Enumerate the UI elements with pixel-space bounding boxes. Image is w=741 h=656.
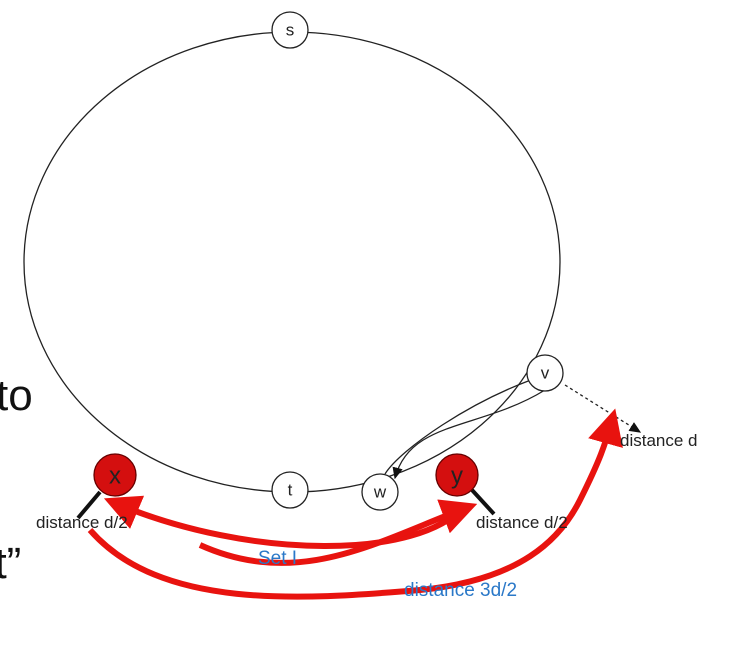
edge xyxy=(384,374,546,475)
label: Set I xyxy=(258,548,297,569)
dotted-edge xyxy=(564,384,642,433)
node-label: y xyxy=(451,462,463,489)
tick xyxy=(76,490,102,520)
tick xyxy=(470,488,496,516)
slide-text: to xyxy=(0,371,33,420)
label: distance d/2 xyxy=(476,513,568,532)
node-label: s xyxy=(286,20,295,39)
label: distance d/2 xyxy=(36,513,128,532)
node-label: x xyxy=(109,462,121,489)
red-arrow xyxy=(103,495,468,549)
node: x xyxy=(93,453,137,497)
node-label: w xyxy=(373,482,387,501)
node: w xyxy=(361,473,399,511)
node: v xyxy=(526,354,564,392)
node: t xyxy=(271,471,309,509)
label: distance d xyxy=(620,431,698,450)
slide-text: f t” xyxy=(0,539,21,588)
node-label: t xyxy=(288,480,293,499)
node-label: v xyxy=(541,363,550,382)
red-arrow xyxy=(87,408,623,600)
red-arrow xyxy=(198,499,478,566)
node: y xyxy=(435,453,479,497)
label: distance 3d/2 xyxy=(404,580,517,601)
edge xyxy=(392,389,546,480)
ring xyxy=(23,31,561,493)
node: s xyxy=(271,11,309,49)
